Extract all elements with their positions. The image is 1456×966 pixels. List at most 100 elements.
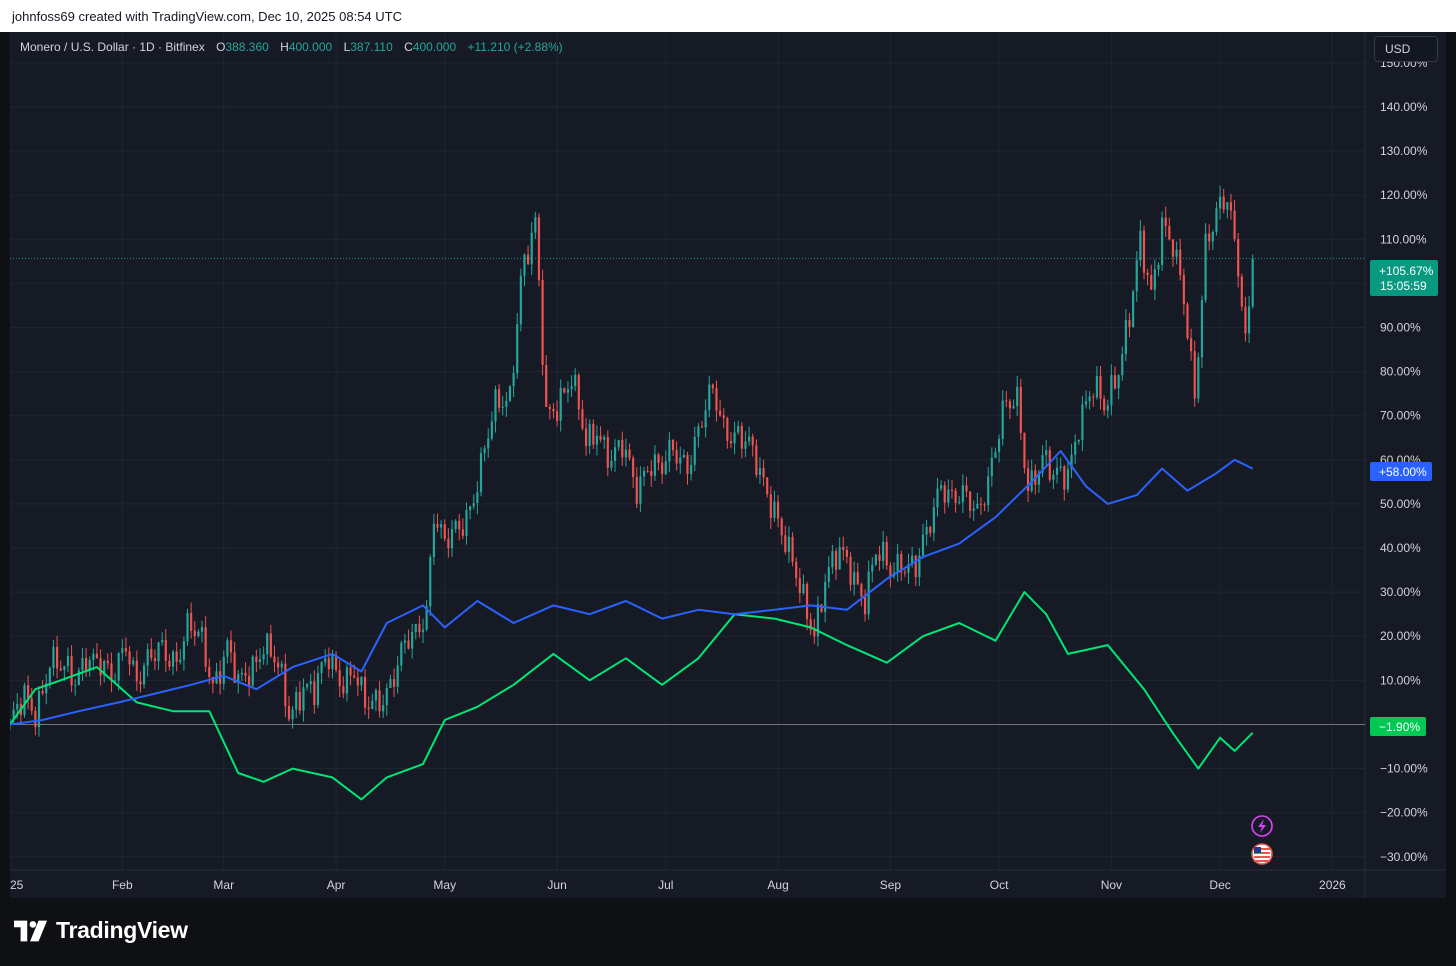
candle (443, 519, 446, 542)
candle-body (1128, 320, 1131, 328)
candle-body (889, 565, 892, 577)
candle (1193, 340, 1196, 407)
candle (1092, 393, 1095, 407)
candle (1041, 445, 1044, 478)
candle-body (606, 436, 609, 468)
candle-body (1077, 440, 1080, 442)
candle-body (885, 541, 888, 566)
candle-body (947, 489, 950, 503)
y-tick-label: −10.00% (1380, 762, 1428, 776)
candle-body (342, 686, 345, 694)
candle-body (237, 674, 240, 683)
lightning-icon[interactable] (1251, 815, 1273, 837)
candle (338, 659, 341, 698)
chart-area[interactable]: 150.00%140.00%130.00%120.00%110.00%100.0… (10, 32, 1446, 898)
candle (367, 696, 370, 720)
price-scale[interactable]: 150.00%140.00%130.00%120.00%110.00%100.0… (1380, 56, 1428, 864)
candle-body (182, 641, 185, 660)
us-flag-icon[interactable] (1251, 843, 1273, 865)
event-markers[interactable] (1251, 815, 1273, 865)
candle-body (990, 457, 993, 477)
candle (1124, 309, 1127, 362)
candle-body (66, 656, 70, 667)
countdown-label: 15:05:59 (1380, 279, 1427, 293)
candle-body (1164, 217, 1167, 227)
candle (693, 426, 696, 472)
candle-body (617, 439, 620, 448)
candle-body (345, 667, 349, 694)
candle (766, 477, 769, 498)
candle-body (443, 524, 446, 539)
candle (179, 649, 182, 665)
candle (853, 561, 856, 596)
candle-body (74, 685, 77, 687)
candle-body (1132, 291, 1135, 328)
candle (436, 513, 439, 533)
candle-body (932, 507, 935, 533)
candle (990, 447, 993, 487)
candle (1200, 295, 1204, 369)
symbol-legend: Monero / U.S. Dollar · 1D · Bitfinex O38… (20, 40, 563, 54)
candle (113, 673, 117, 683)
candle-body (769, 494, 772, 519)
footer-bar (0, 898, 1456, 966)
candle (512, 365, 515, 398)
candle (287, 695, 291, 722)
candle-body (1037, 472, 1041, 485)
currency-button[interactable]: USD (1374, 36, 1438, 62)
candle-body (280, 663, 283, 668)
candle-body (1026, 468, 1030, 491)
candle (1113, 366, 1117, 390)
candle (150, 638, 153, 662)
candle (831, 544, 834, 574)
candle (530, 221, 533, 275)
candle-body (298, 692, 301, 711)
candle-body (77, 670, 80, 686)
candle-body (396, 665, 399, 687)
candle-body (121, 648, 124, 654)
candle (758, 457, 762, 484)
candle-body (334, 654, 338, 671)
candle-body (34, 710, 37, 728)
candle (171, 649, 175, 676)
candle-body (805, 584, 809, 620)
candle-body (929, 527, 932, 533)
candle-body (1023, 432, 1026, 469)
candle-body (552, 409, 555, 412)
chart-canvas[interactable]: 150.00%140.00%130.00%120.00%110.00%100.0… (10, 32, 1446, 898)
candle (892, 562, 896, 579)
candle (458, 513, 461, 541)
candle-body (1008, 401, 1012, 409)
candle-body (657, 454, 660, 463)
candle-body (748, 436, 751, 442)
candle (320, 660, 323, 685)
candle-body (1099, 376, 1102, 399)
y-tick-label: 30.00% (1380, 585, 1421, 599)
candle-body (809, 619, 812, 630)
candle-body (1103, 398, 1106, 411)
candle-body (110, 663, 113, 682)
candle (1095, 366, 1098, 400)
candle-body (541, 279, 544, 365)
candle-body (476, 492, 479, 504)
time-scale[interactable]: 2025 Feb Mar Apr May Jun Jul Aug Sep Oct Nov Dec 202… (10, 878, 1346, 892)
candle-body (798, 578, 801, 594)
comparison-lines (10, 450, 1254, 801)
candle (494, 385, 497, 433)
candle-body (1179, 249, 1182, 276)
candle-body (1124, 320, 1127, 355)
candle (751, 433, 754, 457)
candle (889, 562, 892, 588)
candle-body (313, 681, 316, 705)
candle-body (1186, 304, 1189, 339)
candle-body (827, 567, 830, 583)
close-label: C (404, 40, 413, 54)
candle (943, 481, 946, 514)
candle (824, 573, 827, 623)
candle-body (762, 468, 765, 478)
candle (1215, 201, 1218, 236)
y-tick-label: 120.00% (1380, 188, 1428, 202)
candle (849, 551, 852, 591)
x-tick-label: Nov (1101, 878, 1122, 892)
candle (632, 455, 635, 488)
